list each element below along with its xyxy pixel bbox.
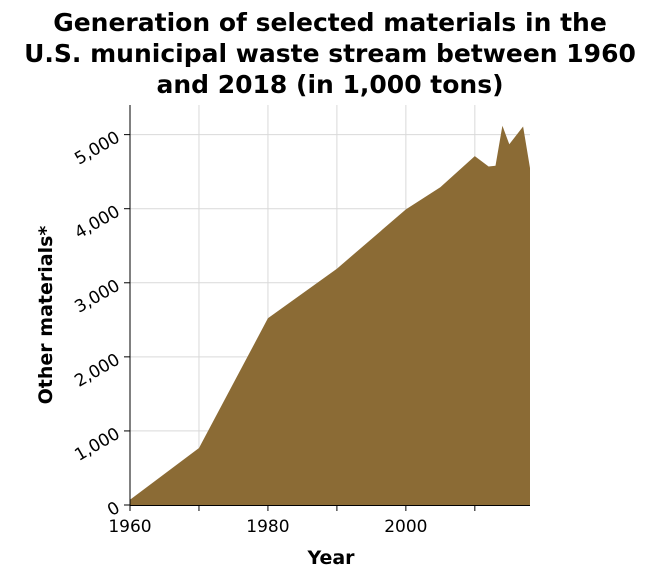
axes [124,105,530,511]
x-axis-label: Year [306,547,355,569]
y-tick-label: 3,000 [71,276,123,318]
area-series [130,125,530,505]
y-tick-label: 5,000 [71,128,123,170]
y-tick-label: 4,000 [71,202,123,244]
x-tick-label: 2000 [384,517,427,537]
plot-area [130,125,530,505]
chart-title-line-3: and 2018 (in 1,000 tons) [156,70,503,99]
chart-title-line-1: Generation of selected materials in the [53,8,607,37]
x-tick-label: 1960 [108,517,151,537]
chart-title: Generation of selected materials in the … [24,8,636,99]
chart-title-line-2: U.S. municipal waste stream between 1960 [24,39,636,68]
y-axis-label: Other materials* [35,226,57,405]
y-tick-label: 1,000 [71,424,123,466]
y-tick-label: 2,000 [71,350,123,392]
x-tick-label: 1980 [246,517,289,537]
